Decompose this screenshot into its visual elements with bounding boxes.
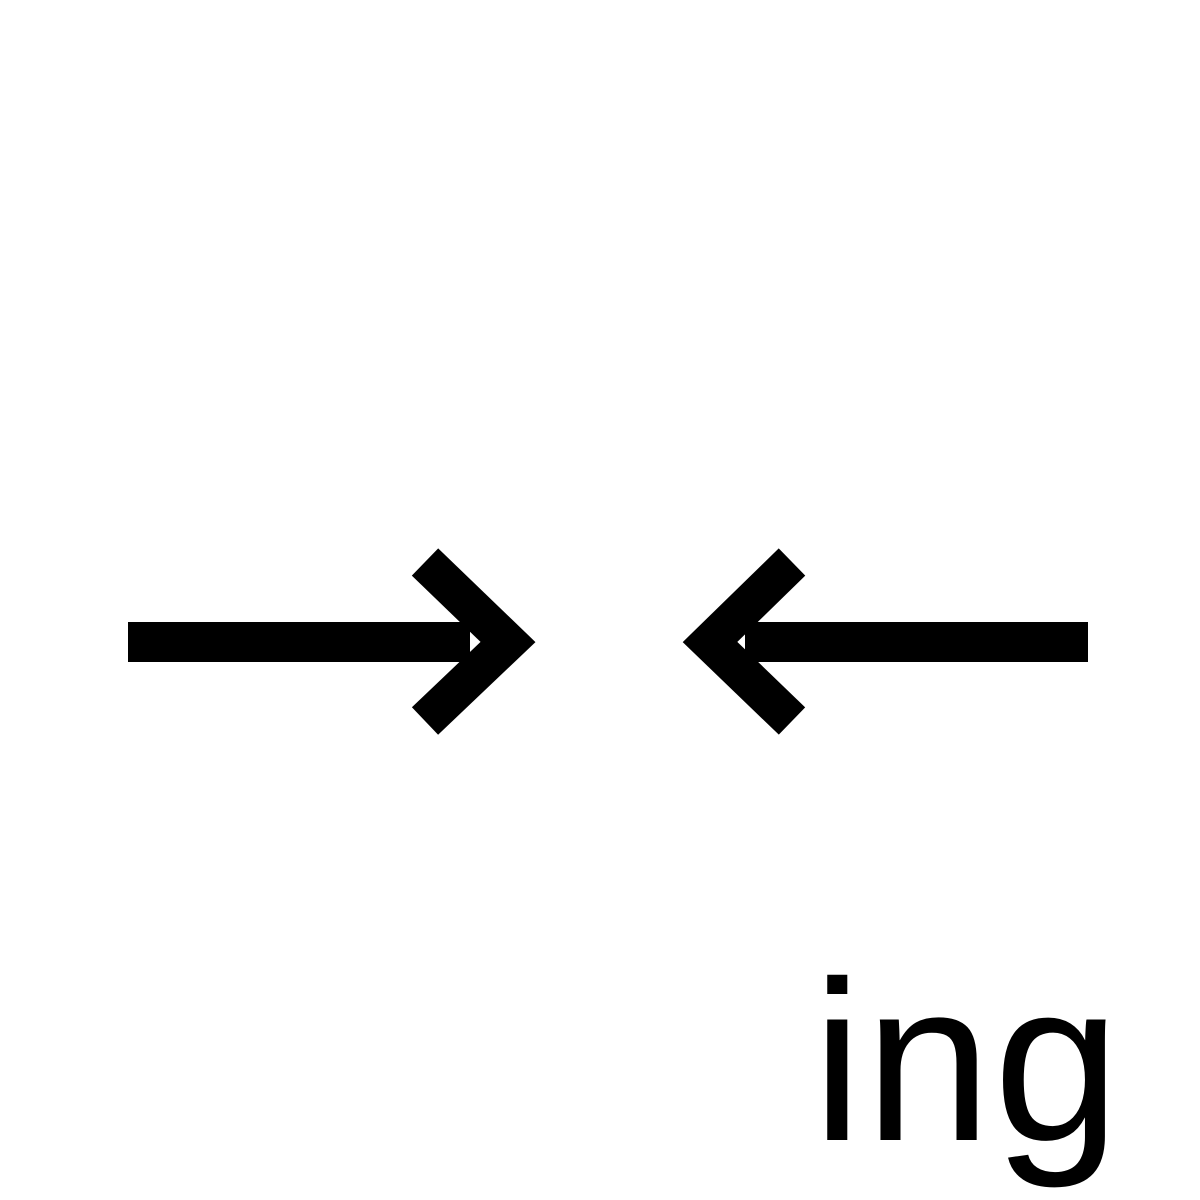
suffix-label: ing: [812, 935, 1123, 1189]
arrow-left-icon: [682, 548, 1088, 735]
arrow-right-icon: [128, 548, 536, 735]
